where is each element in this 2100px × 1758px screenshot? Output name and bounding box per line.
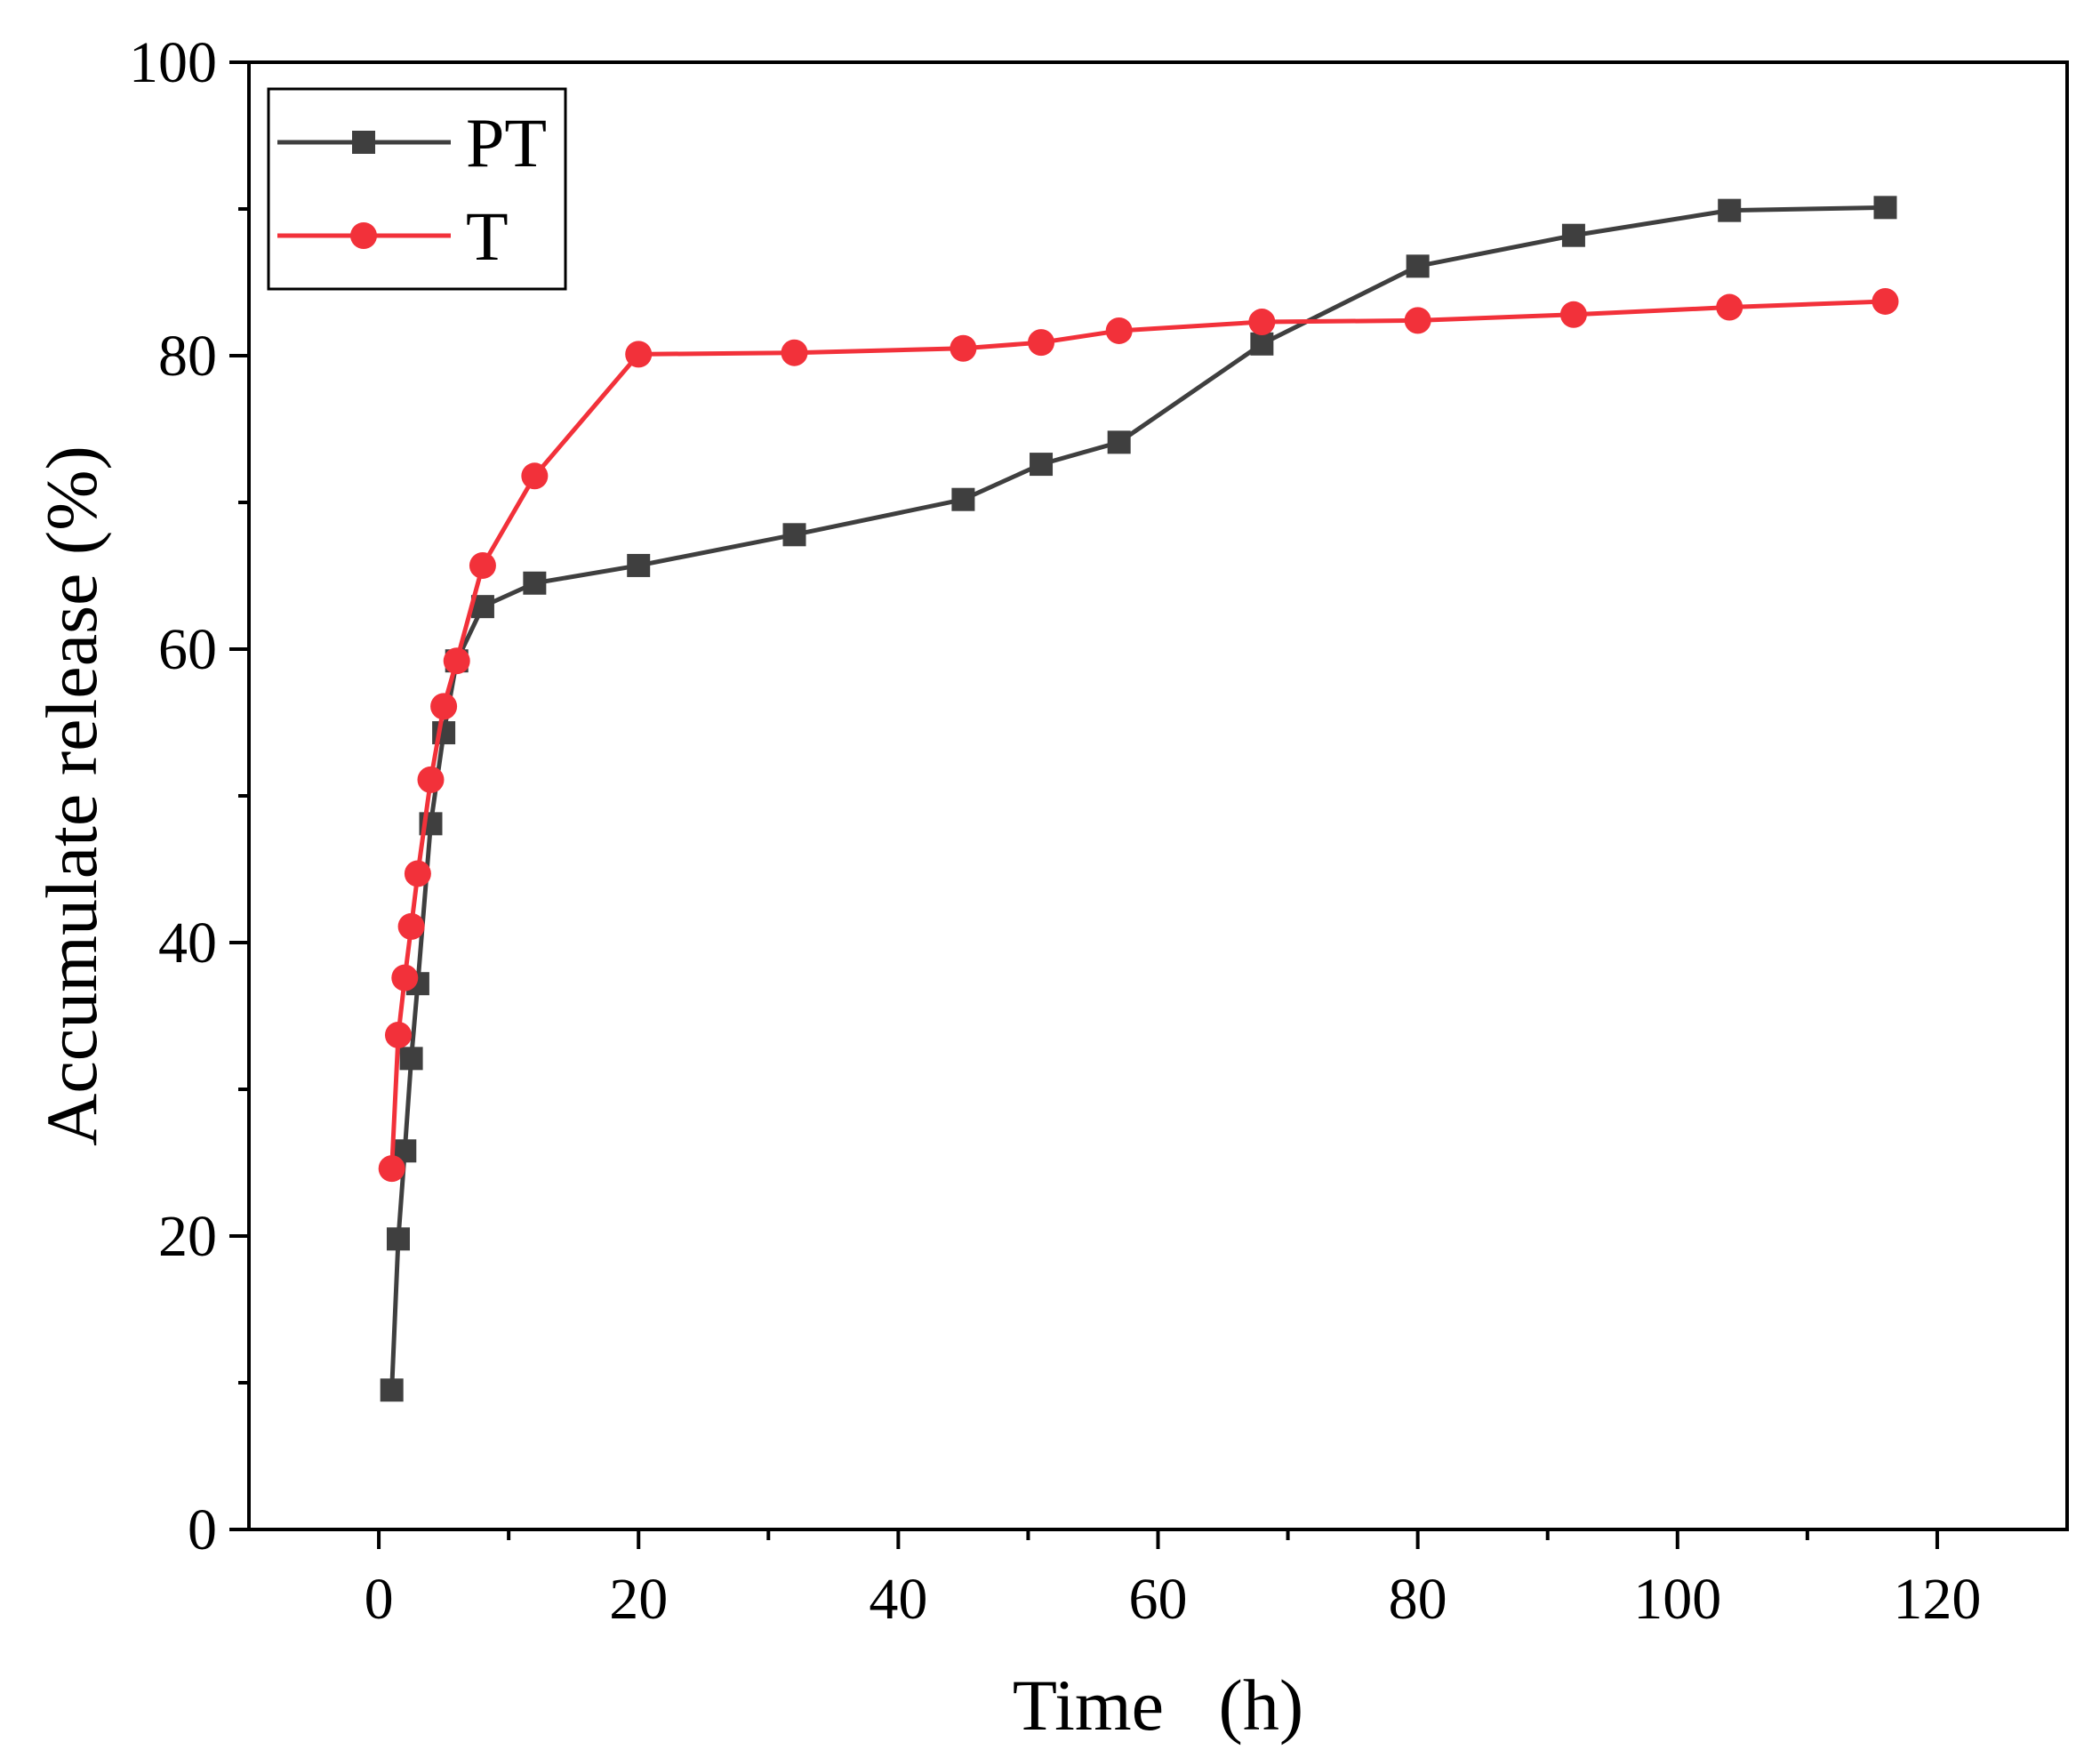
- y-tick-label: 80: [158, 324, 217, 389]
- legend-label-t: T: [466, 197, 509, 275]
- y-tick-label: 100: [129, 30, 217, 95]
- series-pt-point: [523, 571, 547, 595]
- y-tick-label: 40: [158, 911, 217, 975]
- series-t-point: [443, 647, 470, 675]
- series-t-point: [397, 912, 425, 940]
- series-pt-line: [389, 205, 1886, 1391]
- series-pt-point: [627, 553, 651, 577]
- legend-item-t: T: [277, 197, 509, 275]
- series-layer: [378, 196, 1899, 1402]
- series-t-point: [1559, 301, 1587, 328]
- series-pt-point: [1107, 430, 1131, 454]
- series-t-point: [1872, 287, 1899, 315]
- legend-box: [267, 87, 567, 291]
- series-t-point: [950, 334, 977, 362]
- x-tick-label: 20: [609, 1567, 668, 1632]
- series-pt-point: [1030, 453, 1054, 477]
- series-t: [378, 287, 1899, 1183]
- legend-label-pt: PT: [466, 104, 547, 181]
- series-t-point: [404, 860, 431, 887]
- series-t-point: [1028, 329, 1055, 357]
- series-t-point: [417, 766, 445, 793]
- series-pt-point: [782, 523, 806, 547]
- x-tick-label: 40: [869, 1567, 927, 1632]
- y-tick-label: 20: [158, 1204, 217, 1269]
- legend-marker-pt: [352, 131, 375, 154]
- x-axis-title: Time (h): [1013, 1665, 1303, 1746]
- x-tick-label: 80: [1389, 1567, 1447, 1632]
- series-pt-point: [1873, 196, 1897, 220]
- series-pt-point: [386, 1227, 410, 1251]
- series-pt-point: [1561, 223, 1585, 247]
- series-t-point: [1404, 307, 1431, 334]
- legend-marker-t: [350, 222, 377, 249]
- series-t-point: [1716, 293, 1743, 321]
- legend: PT T: [267, 87, 567, 291]
- series-pt-point: [399, 1047, 423, 1071]
- y-axis: 0 20 40 60 80 100: [129, 30, 249, 1562]
- series-t-point: [1105, 317, 1133, 344]
- series-t-point: [625, 341, 653, 368]
- series-pt-point: [951, 487, 975, 511]
- series-t-point: [521, 462, 549, 490]
- series-pt-point: [1718, 198, 1742, 222]
- x-tick-label: 100: [1633, 1567, 1721, 1632]
- x-tick-label: 120: [1893, 1567, 1981, 1632]
- series-t-point: [378, 1155, 405, 1183]
- series-pt: [380, 196, 1897, 1402]
- series-t-point: [781, 339, 808, 366]
- x-tick-label: 0: [365, 1567, 394, 1632]
- series-t-point: [384, 1021, 412, 1048]
- series-pt-point: [380, 1378, 404, 1402]
- legend-item-pt: PT: [277, 104, 547, 181]
- series-t-point: [430, 693, 458, 720]
- y-tick-label: 60: [158, 617, 217, 682]
- x-axis: 0 20 40 60 80 100 120: [365, 1529, 1981, 1632]
- x-tick-label: 60: [1129, 1567, 1188, 1632]
- series-t-point: [1248, 309, 1276, 336]
- series-t-point: [469, 551, 496, 579]
- series-t-point: [391, 964, 419, 991]
- series-pt-point: [1250, 332, 1274, 356]
- y-axis-title: Accumulate release (%): [31, 446, 112, 1146]
- y-tick-label: 0: [188, 1497, 217, 1562]
- series-pt-point: [1406, 254, 1430, 278]
